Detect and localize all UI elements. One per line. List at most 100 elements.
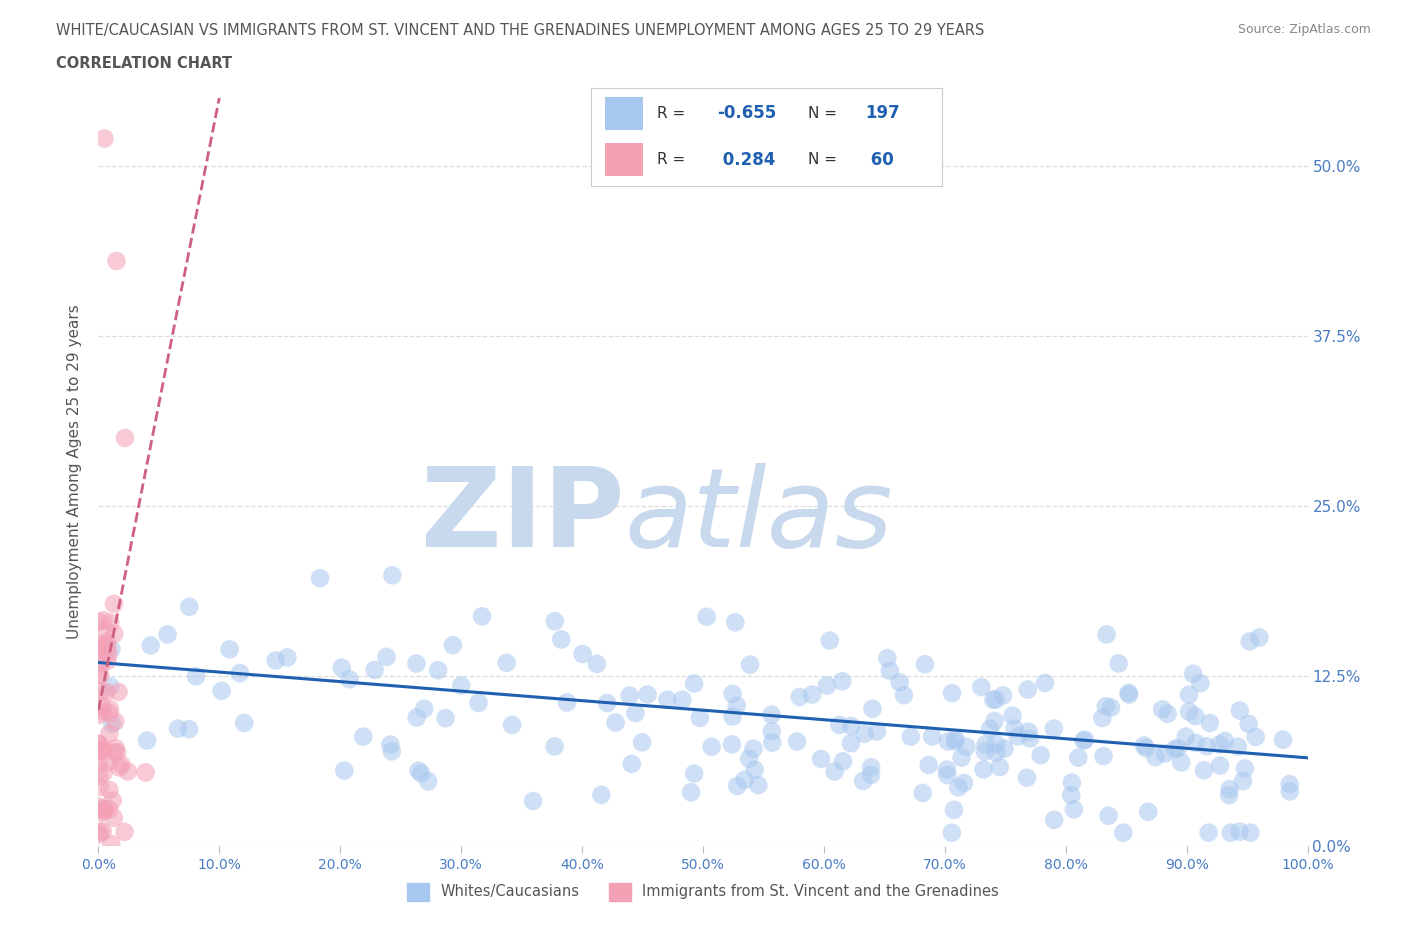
Point: [1095, 627, 1118, 642]
Text: Source: ZipAtlas.com: Source: ZipAtlas.com: [1237, 23, 1371, 36]
Point: [167, 722, 190, 737]
Point: [831, 674, 853, 689]
Point: [1074, 732, 1097, 747]
Point: [467, 696, 489, 711]
Point: [747, 777, 769, 792]
Point: [91, 638, 114, 653]
Point: [1063, 802, 1085, 817]
FancyBboxPatch shape: [605, 97, 644, 130]
Point: [1060, 788, 1083, 803]
Point: [801, 687, 824, 702]
Point: [179, 599, 201, 614]
Point: [135, 765, 157, 780]
Point: [1167, 740, 1189, 755]
Point: [1135, 740, 1157, 755]
Point: [1033, 675, 1056, 690]
Point: [100, 836, 122, 851]
Point: [139, 638, 162, 653]
Point: [1213, 734, 1236, 749]
Point: [103, 627, 125, 642]
Point: [136, 733, 159, 748]
Point: [117, 764, 139, 779]
Point: [89, 646, 111, 661]
Point: [89, 779, 111, 794]
Point: [114, 431, 136, 445]
Point: [1099, 700, 1122, 715]
Point: [1272, 732, 1295, 747]
Point: [352, 729, 374, 744]
Text: 0.284: 0.284: [717, 151, 776, 168]
Point: [1208, 737, 1230, 752]
Point: [631, 735, 654, 750]
Point: [103, 745, 125, 760]
Point: [427, 663, 450, 678]
Text: 197: 197: [865, 104, 900, 122]
Point: [761, 724, 783, 738]
Point: [1001, 708, 1024, 723]
Point: [893, 688, 915, 703]
Point: [87, 668, 110, 683]
Point: [1182, 666, 1205, 681]
Text: 60: 60: [865, 151, 893, 168]
Point: [1092, 749, 1115, 764]
Point: [1073, 733, 1095, 748]
Point: [276, 650, 298, 665]
Point: [471, 609, 494, 624]
Point: [1019, 731, 1042, 746]
Point: [879, 663, 901, 678]
Point: [950, 751, 973, 765]
Point: [1195, 738, 1218, 753]
Point: [988, 760, 1011, 775]
Point: [866, 724, 889, 739]
Text: N =: N =: [808, 106, 838, 121]
Point: [96, 654, 118, 669]
Point: [1229, 824, 1251, 839]
Point: [105, 745, 128, 760]
Point: [233, 715, 256, 730]
Point: [918, 758, 941, 773]
Point: [941, 685, 963, 700]
Point: [742, 741, 765, 756]
Point: [696, 609, 718, 624]
Point: [1097, 808, 1119, 823]
Point: [1043, 721, 1066, 736]
Point: [218, 642, 240, 657]
Text: atlas: atlas: [624, 463, 893, 570]
Point: [1278, 784, 1301, 799]
Point: [620, 756, 643, 771]
Point: [859, 767, 882, 782]
Point: [89, 638, 111, 653]
Point: [1018, 724, 1040, 739]
Point: [177, 722, 200, 737]
Point: [1118, 687, 1140, 702]
Point: [98, 615, 121, 630]
Point: [1154, 746, 1177, 761]
Point: [418, 774, 440, 789]
Point: [87, 799, 110, 814]
Point: [413, 701, 436, 716]
Point: [1232, 774, 1254, 789]
Point: [1178, 687, 1201, 702]
FancyBboxPatch shape: [605, 143, 644, 177]
Point: [943, 803, 966, 817]
Point: [1164, 742, 1187, 757]
Point: [103, 596, 125, 611]
Point: [943, 734, 966, 749]
Point: [97, 647, 120, 662]
Point: [1144, 750, 1167, 764]
Point: [98, 726, 121, 741]
Point: [853, 726, 876, 741]
Point: [411, 766, 433, 781]
Point: [1170, 755, 1192, 770]
Point: [973, 762, 995, 777]
Point: [936, 763, 959, 777]
Point: [974, 737, 997, 752]
Point: [1184, 709, 1206, 724]
Point: [1017, 682, 1039, 697]
Point: [1244, 729, 1267, 744]
Point: [936, 767, 959, 782]
Y-axis label: Unemployment Among Ages 25 to 29 years: Unemployment Among Ages 25 to 29 years: [67, 305, 83, 639]
Text: R =: R =: [657, 153, 686, 167]
Point: [979, 722, 1001, 737]
Point: [93, 742, 115, 757]
